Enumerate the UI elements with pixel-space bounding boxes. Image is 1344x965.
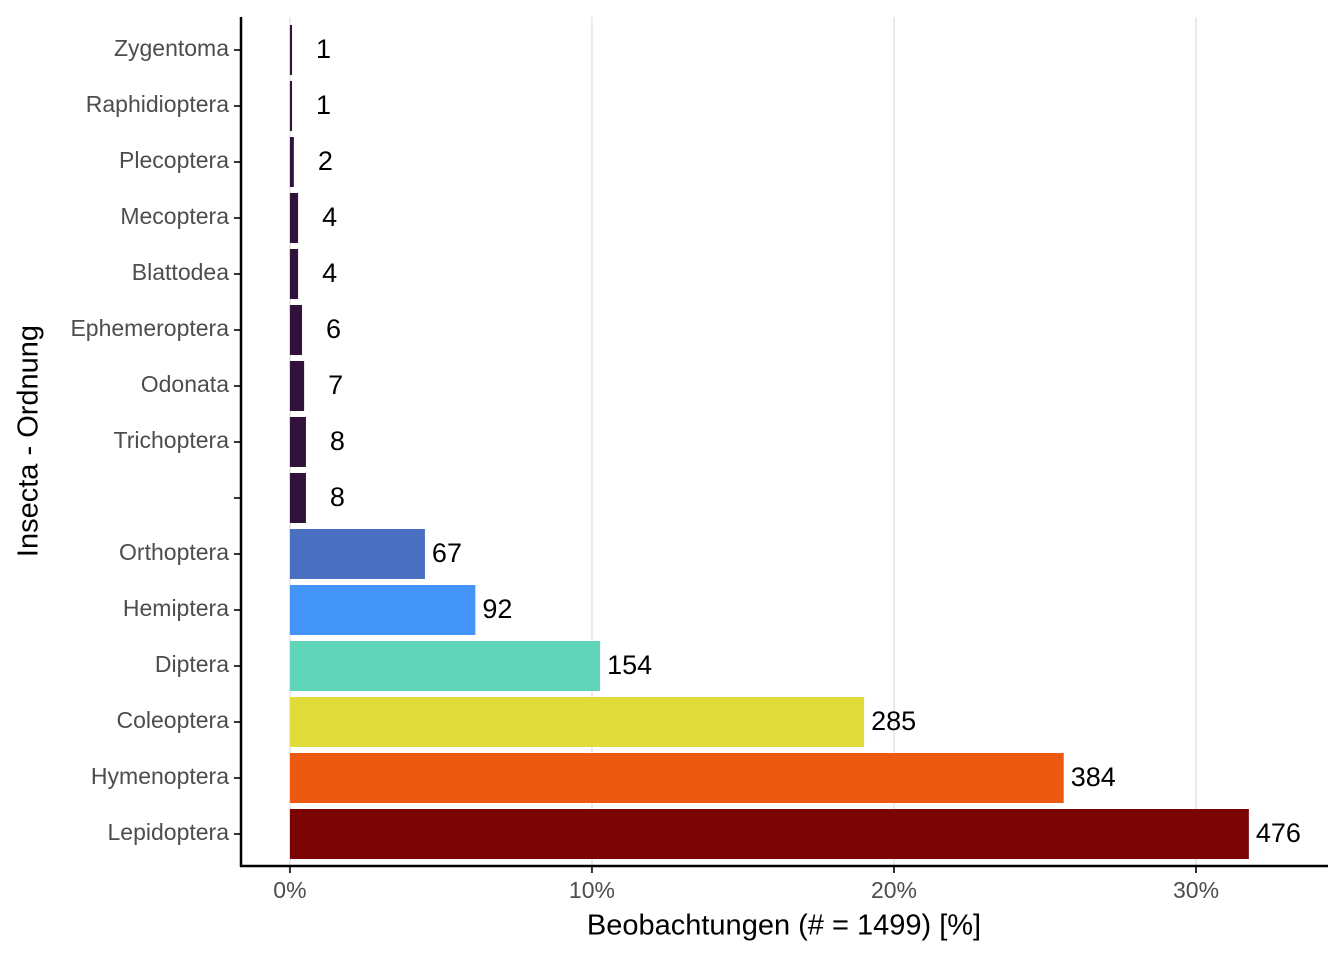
y-tick-label: Mecoptera bbox=[120, 203, 229, 229]
value-label: 7 bbox=[328, 370, 343, 400]
value-label: 4 bbox=[322, 202, 337, 232]
value-label: 8 bbox=[330, 426, 345, 456]
y-axis-label: Insecta - Ordnung bbox=[13, 325, 45, 557]
bar bbox=[289, 305, 303, 355]
x-tick-label: 0% bbox=[273, 877, 306, 903]
bar bbox=[289, 473, 306, 523]
value-label: 154 bbox=[607, 650, 652, 680]
bar bbox=[289, 529, 425, 579]
y-tick-label: Orthoptera bbox=[119, 539, 229, 565]
bar bbox=[289, 753, 1064, 803]
y-tick-label: Hemiptera bbox=[123, 595, 229, 621]
x-tick-label: 10% bbox=[569, 877, 615, 903]
value-label: 4 bbox=[322, 258, 337, 288]
y-tick-label: Zygentoma bbox=[114, 35, 229, 61]
bar bbox=[289, 697, 865, 747]
bar bbox=[289, 25, 293, 75]
value-label: 8 bbox=[330, 482, 345, 512]
y-tick-label: Odonata bbox=[141, 371, 229, 397]
bar bbox=[289, 809, 1249, 859]
value-label: 285 bbox=[871, 706, 916, 736]
bar bbox=[289, 193, 299, 243]
y-tick-label: Ephemeroptera bbox=[70, 315, 229, 341]
y-tick-label: Lepidoptera bbox=[108, 819, 230, 845]
y-tick-label: Plecoptera bbox=[119, 147, 229, 173]
bar bbox=[289, 361, 305, 411]
bar bbox=[289, 417, 306, 467]
bar bbox=[289, 641, 601, 691]
bar bbox=[289, 585, 476, 635]
y-tick-label: Blattodea bbox=[132, 259, 229, 285]
x-tick-label: 20% bbox=[871, 877, 917, 903]
value-label: 476 bbox=[1256, 818, 1301, 848]
bar bbox=[289, 137, 294, 187]
y-tick-label: Hymenoptera bbox=[91, 763, 229, 789]
value-label: 6 bbox=[326, 314, 341, 344]
y-tick-label: Diptera bbox=[155, 651, 229, 677]
bar bbox=[289, 81, 293, 131]
x-axis-label: Beobachtungen (# = 1499) [%] bbox=[587, 910, 981, 942]
value-label: 384 bbox=[1071, 762, 1116, 792]
value-label: 92 bbox=[482, 594, 512, 624]
y-tick-label: Raphidioptera bbox=[86, 91, 229, 117]
x-tick-label: 30% bbox=[1173, 877, 1219, 903]
bar bbox=[289, 249, 299, 299]
value-label: 1 bbox=[316, 90, 331, 120]
y-tick-label: Coleoptera bbox=[116, 707, 229, 733]
value-label: 1 bbox=[316, 34, 331, 64]
y-tick-label: Trichoptera bbox=[114, 427, 230, 453]
value-label: 67 bbox=[432, 538, 462, 568]
value-label: 2 bbox=[318, 146, 333, 176]
